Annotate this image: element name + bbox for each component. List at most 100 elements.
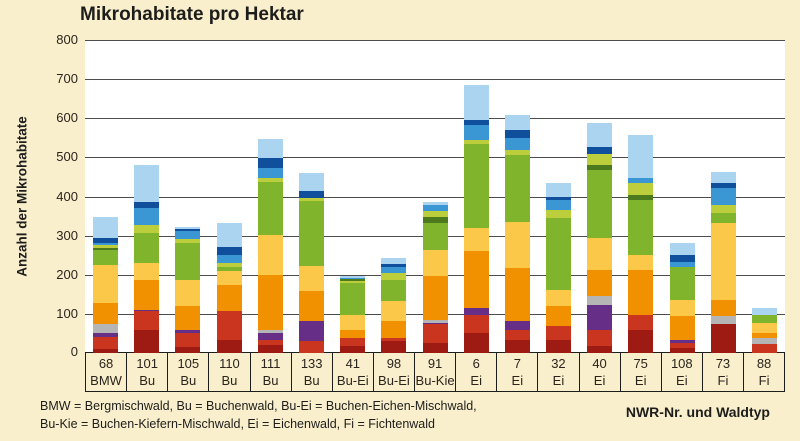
x-tick-nwr: 110	[219, 356, 240, 371]
x-tick-waldtyp: Bu-Ei	[336, 373, 369, 388]
bar-segment-red	[216, 311, 242, 340]
bar-segment-darkred	[93, 349, 119, 353]
bar-segment-red	[669, 342, 695, 348]
x-tick-nwr: 68	[98, 356, 114, 371]
bar-segment-orange	[710, 299, 736, 317]
gridline-600	[85, 118, 785, 119]
bar-segment-skyblue	[216, 254, 242, 264]
bar-segment-darkblue	[463, 120, 489, 126]
bar-segment-orange	[504, 268, 530, 322]
bar-segment-lime	[340, 281, 366, 284]
bar-segment-lightblue	[587, 123, 613, 147]
gridline-500	[85, 157, 785, 158]
bar-41-Bu-Ei	[340, 276, 366, 353]
bar-segment-green	[134, 232, 160, 264]
bar-segment-darkblue	[669, 254, 695, 262]
bar-segment-green	[175, 243, 201, 280]
bar-segment-lightblue	[93, 217, 119, 239]
bar-segment-darkred	[257, 344, 283, 353]
y-tick-label-700: 700	[56, 71, 78, 86]
y-tick-label-0: 0	[70, 344, 78, 359]
bar-6-Ei	[463, 85, 489, 353]
x-axis-cell-6: 6 Ei	[456, 353, 498, 391]
bar-110-Bu	[216, 223, 242, 353]
bar-segment-yellow	[134, 263, 160, 280]
bar-segment-skyblue	[546, 199, 572, 210]
y-tick-label-300: 300	[56, 228, 78, 243]
bar-segment-yellow	[587, 238, 613, 270]
bar-segment-green	[504, 155, 530, 222]
bar-segment-red	[546, 326, 572, 340]
bar-73-Fi	[710, 171, 736, 353]
bar-segment-lightblue	[257, 139, 283, 159]
bar-segment-purple	[298, 321, 324, 342]
x-tick-nwr: 101	[136, 356, 159, 371]
y-tick-label-400: 400	[56, 189, 78, 204]
x-tick-nwr: 111	[260, 356, 281, 371]
bar-segment-darkred	[546, 339, 572, 353]
bar-segment-skyblue	[669, 261, 695, 267]
bar-segment-darkblue	[587, 146, 613, 154]
bar-segment-lightblue	[628, 135, 654, 179]
bar-segment-yellow	[504, 221, 530, 269]
bar-segment-yellow	[257, 234, 283, 275]
x-tick-waldtyp: Fi	[758, 373, 770, 388]
bar-segment-red	[175, 333, 201, 348]
x-tick-waldtyp: Bu-Kie	[415, 373, 455, 388]
bar-segment-green	[298, 201, 324, 267]
bar-segment-red	[381, 338, 407, 342]
bar-segment-darkred	[381, 341, 407, 353]
bar-segment-darkred	[175, 347, 201, 353]
x-tick-nwr: 98	[386, 356, 402, 371]
bar-segment-darkblue	[546, 196, 572, 200]
bar-108-Ei	[669, 243, 695, 353]
bar-segment-orange	[93, 302, 119, 325]
bar-segment-skyblue	[175, 231, 201, 240]
bar-91-Bu-Kie	[422, 201, 448, 353]
bar-segment-lime	[216, 263, 242, 267]
bar-segment-lime	[175, 239, 201, 244]
bar-segment-orange	[216, 284, 242, 312]
bar-segment-skyblue	[504, 138, 530, 150]
bar-segment-orange	[381, 321, 407, 339]
bar-segment-darkblue	[298, 191, 324, 198]
bar-segment-olive	[93, 247, 119, 250]
bar-segment-olive	[628, 194, 654, 200]
bar-segment-yellow	[463, 228, 489, 252]
x-tick-waldtyp: BMW	[90, 373, 122, 388]
x-axis-cell-98: 98 Bu-Ei	[374, 353, 415, 391]
x-tick-nwr: 75	[633, 356, 648, 371]
bar-segment-lime	[257, 178, 283, 182]
bar-segment-gray	[257, 329, 283, 334]
bar-segment-purple	[257, 333, 283, 340]
bar-segment-lightblue	[381, 257, 407, 265]
bar-segment-darkred	[340, 345, 366, 353]
bar-segment-yellow	[710, 223, 736, 300]
bar-segment-darkblue	[710, 183, 736, 189]
bar-segment-orange	[463, 251, 489, 309]
bar-segment-yellow	[175, 279, 201, 306]
bar-segment-yellow	[628, 254, 654, 270]
x-axis-cell-41: 41 Bu-Ei	[333, 353, 374, 391]
bar-133-Bu	[298, 173, 324, 353]
x-tick-waldtyp: Ei	[593, 373, 606, 388]
x-tick-nwr: 40	[592, 356, 607, 371]
bar-segment-darkred	[134, 329, 160, 353]
bar-segment-yellow	[340, 315, 366, 330]
x-axis-cell-73: 73 Fi	[703, 353, 744, 391]
bar-segment-lightblue	[546, 183, 572, 197]
bar-segment-orange	[751, 333, 777, 338]
bar-segment-purple	[587, 304, 613, 330]
bar-segment-gray	[751, 337, 777, 345]
bar-111-Bu	[257, 139, 283, 353]
bar-segment-red	[340, 338, 366, 346]
x-axis-cell-68: 68 BMW	[86, 353, 128, 391]
bar-segment-red	[422, 324, 448, 343]
y-tick-label-500: 500	[56, 149, 78, 164]
bar-segment-yellow	[93, 264, 119, 303]
plot-area	[85, 40, 785, 353]
bar-segment-lightblue	[175, 226, 201, 229]
x-axis-cell-40: 40 Ei	[580, 353, 621, 391]
bar-segment-green	[340, 283, 366, 316]
bar-105-Bu	[175, 226, 201, 353]
